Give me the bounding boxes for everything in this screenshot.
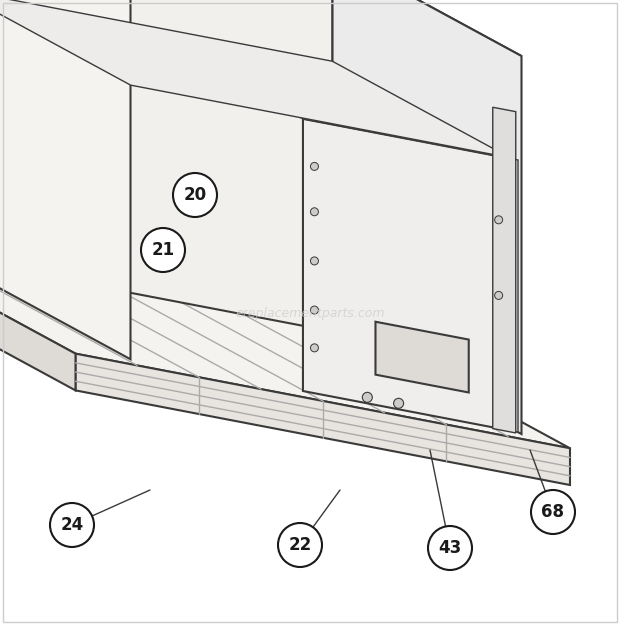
Text: 68: 68 [541,503,564,521]
Polygon shape [311,65,334,334]
Polygon shape [298,116,510,159]
Circle shape [428,526,472,570]
Text: 43: 43 [438,539,462,557]
Polygon shape [0,0,332,331]
Polygon shape [0,0,521,56]
Circle shape [362,392,373,402]
Polygon shape [386,249,516,318]
Circle shape [50,503,94,547]
Circle shape [311,306,319,314]
Polygon shape [332,0,521,434]
Polygon shape [510,159,518,432]
Circle shape [311,344,319,352]
Polygon shape [0,0,510,158]
Circle shape [495,291,503,299]
Circle shape [278,523,322,567]
Circle shape [173,173,217,217]
Polygon shape [0,239,76,391]
Text: 20: 20 [184,186,206,204]
Polygon shape [0,239,570,448]
Text: 22: 22 [288,536,312,554]
Circle shape [495,216,503,224]
Circle shape [531,490,575,534]
Circle shape [311,208,319,216]
Text: 21: 21 [151,241,175,259]
Polygon shape [76,354,570,485]
Circle shape [141,228,185,272]
Polygon shape [386,106,516,174]
Circle shape [394,398,404,408]
Polygon shape [493,107,516,433]
Polygon shape [303,119,510,431]
Circle shape [311,257,319,265]
Polygon shape [448,283,455,304]
Text: 24: 24 [60,516,84,534]
Polygon shape [386,174,516,242]
Polygon shape [376,322,469,392]
Polygon shape [505,156,510,431]
Text: ereplacementparts.com: ereplacementparts.com [235,306,385,319]
Circle shape [311,162,319,171]
Polygon shape [0,0,130,359]
